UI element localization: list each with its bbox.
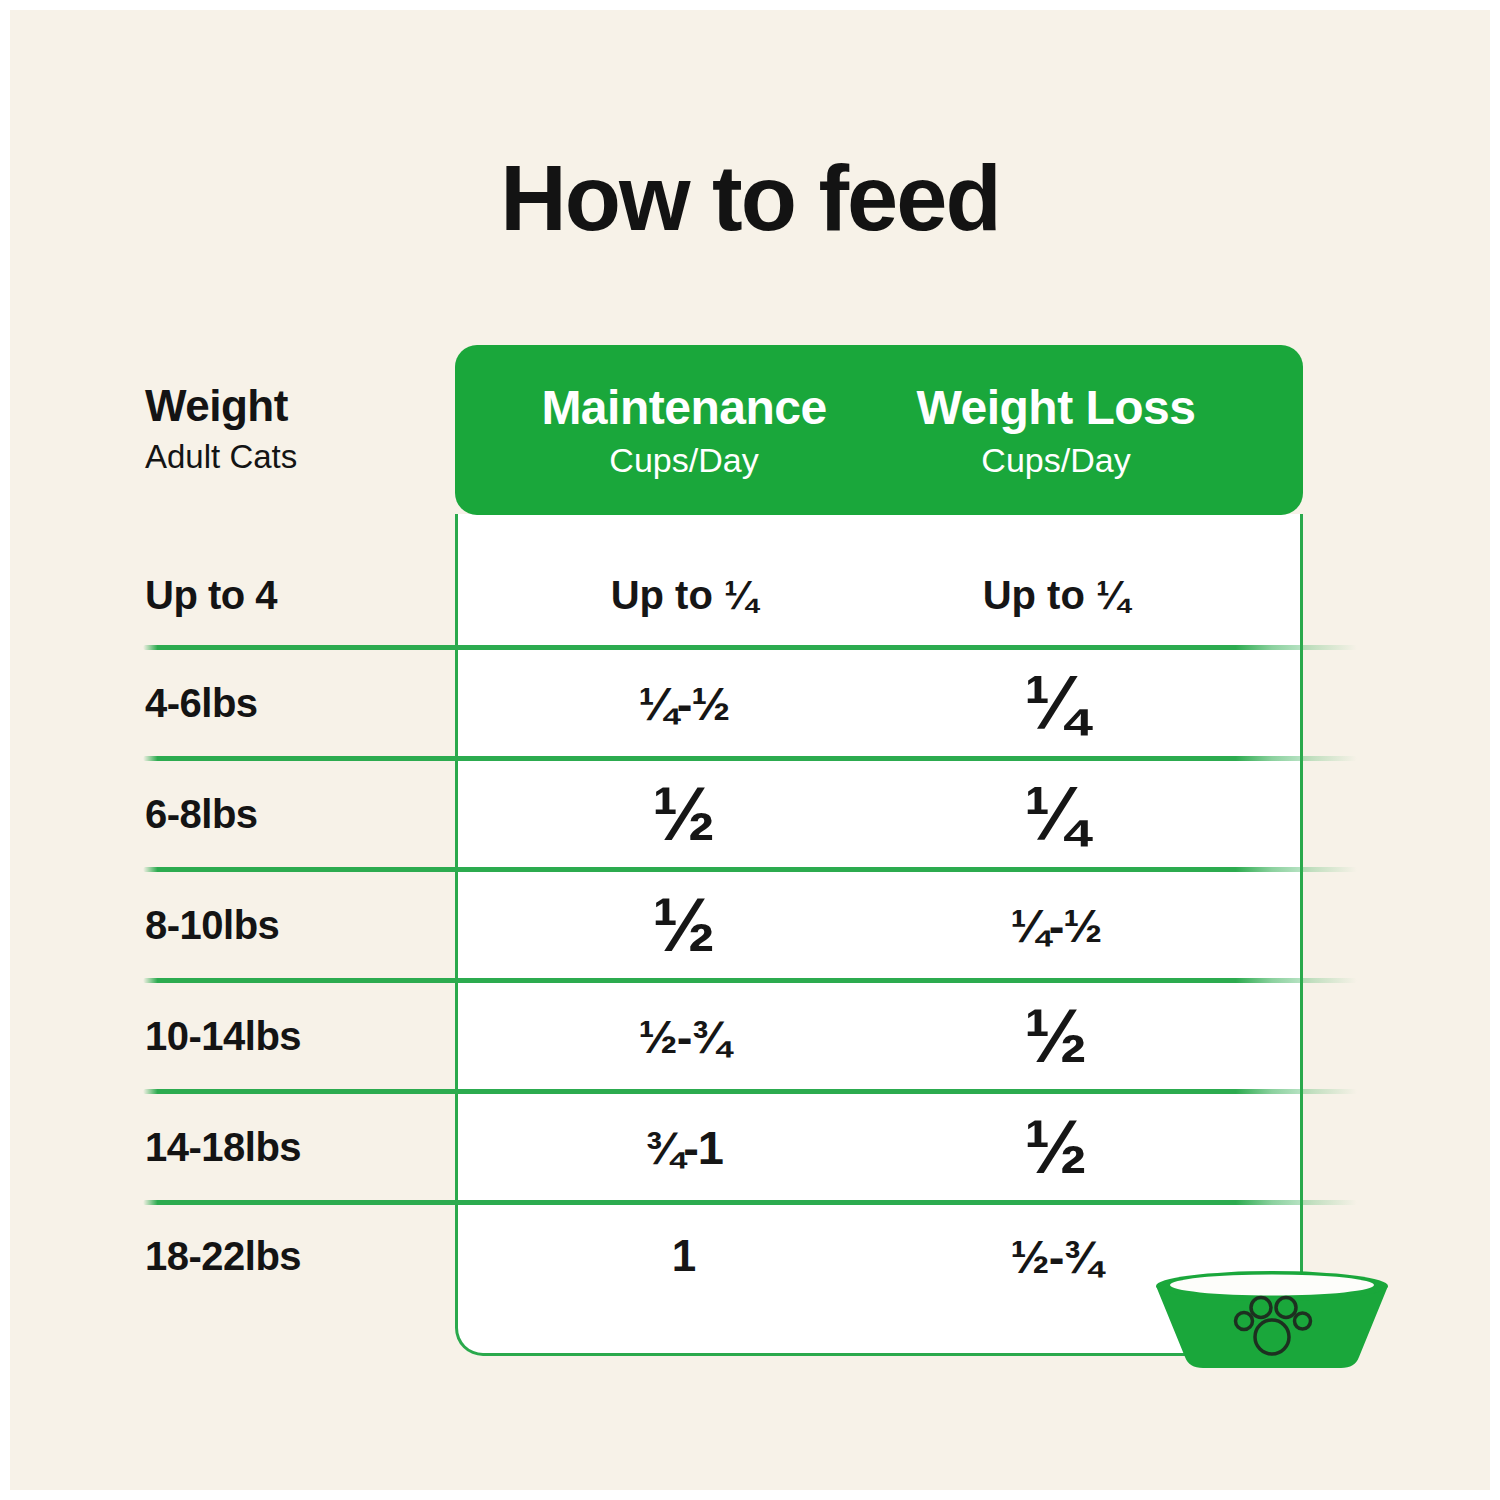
weight-loss-value: ½: [1024, 1109, 1087, 1185]
maintenance-column-header: Maintenance Cups/Day: [541, 384, 826, 477]
maintenance-value: ¾-1: [645, 1124, 723, 1171]
table-body-panel: [455, 514, 1303, 1356]
weight-loss-value: ½-¾: [1010, 1233, 1101, 1280]
weight-loss-value: ½: [1024, 998, 1087, 1074]
maintenance-value: ½: [652, 887, 715, 963]
weight-cell: 6-8lbs: [145, 792, 258, 837]
page-title: How to feed: [0, 152, 1500, 244]
maintenance-value: 1: [672, 1234, 696, 1278]
pet-bowl-icon: [1149, 1264, 1395, 1374]
weight-column-header: Weight Adult Cats: [145, 384, 297, 473]
row-divider: [143, 756, 1357, 761]
row-divider: [143, 867, 1357, 872]
weight-loss-column-title: Weight Loss: [917, 384, 1196, 432]
row-divider: [143, 645, 1357, 650]
weight-cell: 4-6lbs: [145, 681, 258, 726]
row-divider: [143, 978, 1357, 983]
weight-loss-column-header: Weight Loss Cups/Day: [917, 384, 1196, 477]
weight-loss-column-subtitle: Cups/Day: [917, 443, 1196, 477]
maintenance-value: ¼-½: [638, 680, 729, 727]
weight-loss-value: ¼: [1024, 776, 1087, 852]
weight-cell: 14-18lbs: [145, 1125, 301, 1170]
maintenance-value: Up to ¼: [611, 575, 758, 615]
weight-cell: Up to 4: [145, 573, 277, 618]
maintenance-column-title: Maintenance: [541, 384, 826, 432]
weight-column-subtitle: Adult Cats: [145, 440, 297, 473]
weight-cell: 10-14lbs: [145, 1014, 301, 1059]
maintenance-value: ½: [652, 776, 715, 852]
maintenance-value: ½-¾: [638, 1013, 729, 1060]
weight-loss-value: Up to ¼: [983, 575, 1130, 615]
feeding-guide-infographic: How to feed Weight Adult Cats Maintenanc…: [0, 0, 1500, 1500]
maintenance-column-subtitle: Cups/Day: [541, 443, 826, 477]
weight-cell: 8-10lbs: [145, 903, 279, 948]
weight-cell: 18-22lbs: [145, 1234, 301, 1279]
weight-loss-value: ¼-½: [1010, 902, 1101, 949]
weight-loss-value: ¼: [1024, 665, 1087, 741]
weight-column-title: Weight: [145, 384, 297, 428]
row-divider: [143, 1200, 1357, 1205]
row-divider: [143, 1089, 1357, 1094]
